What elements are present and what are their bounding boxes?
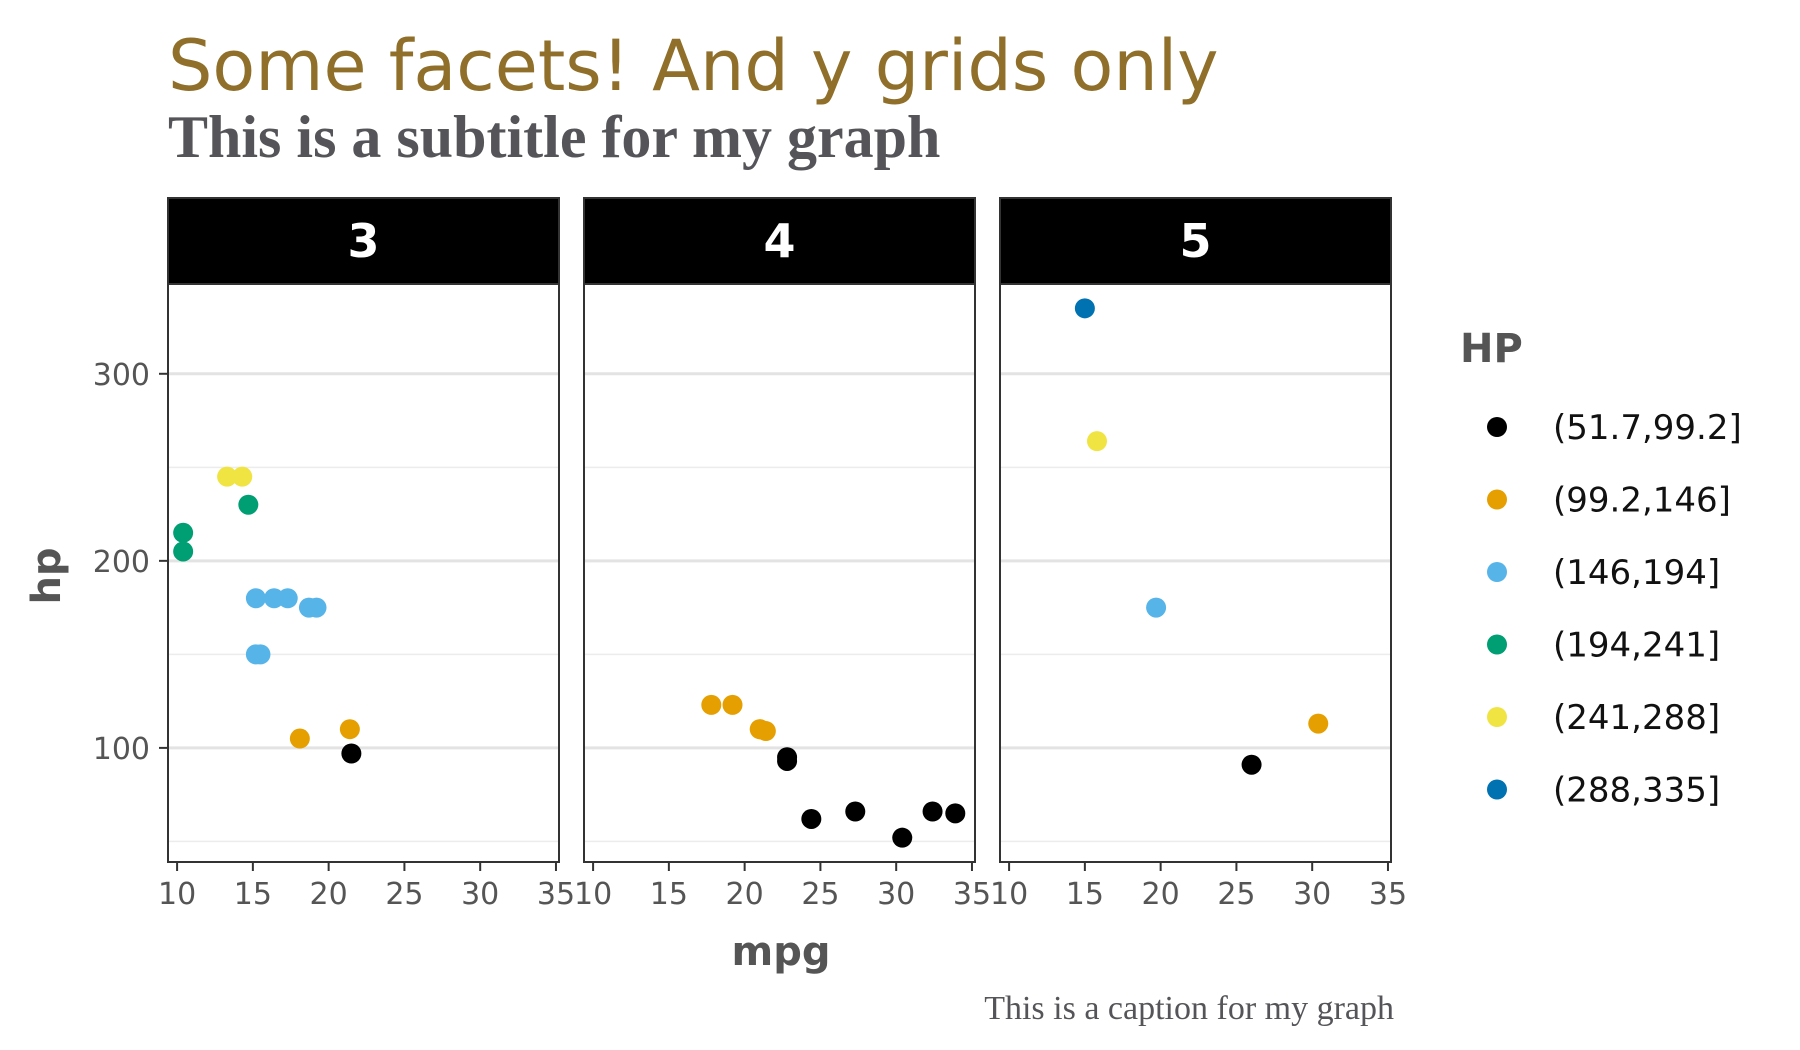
data-point: [238, 494, 259, 515]
data-point: [1146, 597, 1167, 618]
facet-strip-label: 4: [763, 214, 795, 268]
data-point: [277, 588, 298, 609]
x-tick-label: 10: [990, 877, 1028, 912]
chart-title: Some facets! And y grids only: [168, 25, 1219, 107]
facet-panel-3: 3 10 15 20 25 30 35: [158, 197, 575, 912]
legend-swatch: [1487, 562, 1507, 582]
data-point: [892, 827, 913, 848]
x-tick-label: 30: [1293, 877, 1331, 912]
legend-label: (99.2,146]: [1553, 481, 1731, 521]
legend-item: (241,288]: [1487, 698, 1720, 738]
data-point: [341, 743, 362, 764]
x-tick-label: 20: [726, 877, 764, 912]
legend-swatch: [1487, 417, 1507, 437]
panel-background: [584, 284, 975, 862]
data-point: [845, 801, 866, 822]
data-point: [1074, 298, 1095, 319]
x-axis-title: mpg: [732, 929, 831, 975]
y-tick-label: 200: [93, 545, 150, 580]
y-axis-title: hp: [24, 547, 70, 604]
x-tick-label: 10: [158, 877, 196, 912]
facet-panel-5: 5 10 15 20 25 30 35: [990, 197, 1407, 912]
data-point: [232, 466, 253, 487]
legend-swatch: [1487, 489, 1507, 510]
facet-strip: [999, 197, 1392, 285]
data-point: [339, 719, 360, 740]
chart-caption: This is a caption for my graph: [984, 990, 1394, 1027]
x-tick-label: 35: [953, 877, 991, 912]
legend: (51.7,99.2] (99.2,146] (146,194] (194,241] (…: [1487, 408, 1742, 811]
y-axis: 100 200 300: [93, 358, 168, 767]
data-point: [173, 541, 194, 562]
legend-item: (146,194]: [1487, 553, 1720, 593]
x-tick-label: 35: [537, 877, 575, 912]
legend-label: (146,194]: [1553, 553, 1720, 593]
data-point: [1308, 713, 1329, 734]
panel-background: [1000, 284, 1391, 862]
data-point: [945, 803, 966, 824]
legend-item: (99.2,146]: [1487, 481, 1731, 521]
facet-panel-4: 4 10 15 20 25 30 35: [574, 197, 991, 912]
data-point: [1241, 754, 1262, 775]
data-point: [701, 694, 722, 715]
data-point: [245, 588, 266, 609]
y-tick-label: 300: [93, 358, 150, 393]
x-tick-label: 10: [574, 877, 612, 912]
x-tick-label: 25: [801, 877, 839, 912]
data-point: [217, 466, 238, 487]
data-point: [801, 808, 822, 829]
facet-strip-label: 3: [347, 214, 379, 268]
facet-panels: 3 10 15 20 25 30 35 4 10 15 20 25 30 35 5 10 15 20 25 30 35 1…: [93, 197, 1407, 912]
x-tick-label: 30: [461, 877, 499, 912]
x-tick-label: 20: [310, 877, 348, 912]
x-tick-label: 25: [1217, 877, 1255, 912]
facet-strip: [583, 197, 976, 285]
x-tick-label: 15: [650, 877, 688, 912]
panel-background: [168, 284, 559, 862]
legend-item: (194,241]: [1487, 626, 1720, 666]
legend-item: (288,335]: [1487, 771, 1720, 811]
legend-swatch: [1487, 634, 1507, 655]
data-point: [306, 597, 327, 618]
x-tick-label: 20: [1142, 877, 1180, 912]
y-tick-label: 100: [93, 732, 150, 767]
legend-swatch: [1487, 707, 1507, 727]
legend-label: (288,335]: [1553, 771, 1720, 811]
data-point: [777, 747, 798, 768]
legend-title: HP: [1460, 326, 1523, 372]
data-point: [245, 644, 266, 665]
x-tick-label: 35: [1369, 877, 1407, 912]
x-tick-label: 15: [1066, 877, 1104, 912]
legend-item: (51.7,99.2]: [1487, 408, 1742, 448]
legend-label: (194,241]: [1553, 626, 1720, 666]
data-point: [922, 801, 943, 822]
chart-subtitle: This is a subtitle for my graph: [168, 104, 940, 170]
legend-label: (51.7,99.2]: [1553, 408, 1742, 448]
x-tick-label: 25: [385, 877, 423, 912]
facet-strip: [167, 197, 560, 285]
x-tick-label: 30: [877, 877, 915, 912]
data-point: [289, 728, 310, 749]
data-point: [755, 721, 776, 742]
data-point: [1086, 431, 1107, 452]
legend-label: (241,288]: [1553, 698, 1720, 738]
legend-swatch: [1487, 779, 1507, 800]
facet-strip-label: 5: [1179, 214, 1211, 268]
data-point: [173, 522, 194, 543]
x-tick-label: 15: [234, 877, 272, 912]
data-point: [722, 694, 743, 715]
